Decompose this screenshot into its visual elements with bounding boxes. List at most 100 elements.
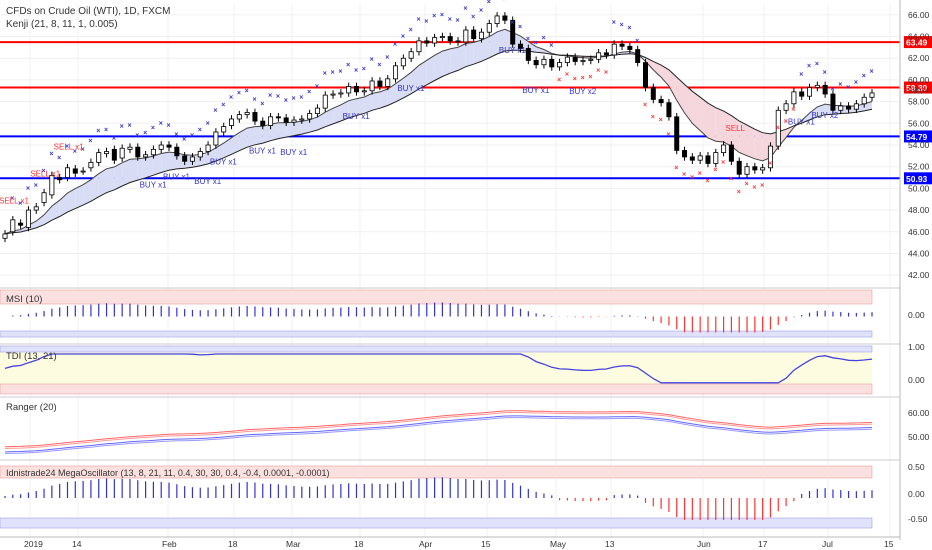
candle-body — [752, 166, 758, 171]
candle-body — [80, 170, 86, 173]
cloud-segment — [465, 42, 474, 67]
signal-marker: × — [182, 137, 186, 144]
msi-upper-zone — [0, 289, 873, 305]
signal-marker: × — [26, 186, 30, 193]
signal-marker: × — [81, 147, 85, 154]
buy-label: BUY x2 — [569, 87, 597, 96]
signal-marker: × — [362, 66, 366, 73]
candlesticks — [2, 12, 875, 243]
price-tick-label: 60.00 — [908, 75, 930, 85]
candle-body — [814, 84, 820, 88]
tdi-lower-zone — [0, 383, 873, 395]
candle-body — [846, 105, 852, 110]
signal-marker: × — [557, 77, 561, 84]
signal-marker: × — [682, 171, 686, 178]
candle-body — [119, 147, 125, 159]
signal-marker: × — [627, 25, 631, 32]
signal-marker: × — [815, 61, 819, 68]
cloud-segment — [67, 188, 76, 213]
cloud-segment — [36, 214, 45, 228]
cloud-segment — [387, 83, 396, 106]
candle-body — [361, 90, 367, 93]
cloud-segment — [309, 117, 318, 133]
candle-body — [463, 29, 469, 43]
candle-body — [229, 118, 235, 126]
signal-marker: × — [666, 131, 670, 138]
indicator-panels — [0, 287, 900, 529]
cloud-segment — [715, 107, 724, 143]
candle-body — [502, 15, 508, 21]
msi-lower-zone — [0, 330, 873, 338]
cloud-segment — [473, 40, 482, 65]
x-tick-label: Mar — [286, 539, 301, 549]
candle-body — [627, 45, 633, 50]
signal-marker: × — [276, 93, 280, 100]
signal-marker: × — [471, 14, 475, 21]
candle-body — [275, 116, 281, 119]
candle-body — [721, 144, 727, 153]
cloud-segment — [418, 60, 427, 89]
cloud-segment — [254, 126, 263, 145]
candle-body — [127, 146, 133, 150]
signal-marker: × — [268, 92, 272, 99]
signal-marker: × — [456, 17, 460, 24]
price-tick-label: 42.00 — [908, 270, 930, 280]
signal-marker: × — [432, 13, 436, 20]
candle-body — [478, 31, 484, 40]
signal-marker: × — [377, 62, 381, 69]
candle-body — [408, 51, 414, 59]
signal-marker: × — [57, 155, 61, 162]
signal-marker: × — [651, 114, 655, 121]
cloud-segment — [122, 159, 130, 186]
x-tick-label: 15 — [481, 539, 491, 549]
candle-body — [596, 52, 602, 60]
panel-title-ranger: Ranger (20) — [6, 402, 57, 413]
panel-tick-label: 60.00 — [908, 408, 930, 418]
signal-marker: × — [776, 125, 780, 132]
signal-marker: × — [510, 20, 514, 27]
panel-tick-label: 0.00 — [908, 375, 925, 385]
signal-marker: × — [448, 16, 452, 23]
signal-marker: × — [284, 98, 288, 105]
price-tick-label: 46.00 — [908, 227, 930, 237]
signal-marker: × — [635, 38, 639, 45]
cloud-segment — [286, 122, 294, 138]
buy-label: BUY x1 — [210, 158, 238, 167]
cloud-segment — [661, 65, 669, 86]
candle-body — [314, 107, 320, 114]
candle-body — [666, 102, 672, 118]
chart-title: CFDs on Crude Oil (WTI), 1D, FXCM — [6, 6, 170, 17]
cloud-segment — [44, 206, 52, 225]
cloud-segment — [379, 88, 388, 109]
signal-marker: × — [354, 67, 358, 74]
signal-marker: × — [338, 68, 342, 75]
signal-marker: × — [159, 120, 163, 127]
candle-body — [549, 58, 555, 68]
price-tick-label: 56.00 — [908, 118, 930, 128]
signal-marker: × — [479, 8, 483, 15]
cloud-segment — [317, 112, 326, 131]
sell-label: SELL — [725, 124, 745, 133]
x-tick-label: Jul — [822, 539, 833, 549]
candle-body — [572, 56, 578, 62]
price-tick-label: 62.00 — [908, 53, 930, 63]
candle-body — [299, 118, 305, 121]
signal-marker: × — [565, 72, 569, 79]
signal-marker: × — [518, 24, 522, 31]
signal-marker: × — [346, 62, 350, 69]
cloud-segment — [215, 143, 224, 161]
signal-marker: × — [737, 189, 741, 196]
x-tick-label: 2019 — [24, 539, 43, 549]
candle-body — [104, 151, 110, 155]
candle-body — [471, 29, 477, 40]
cloud-segment — [262, 124, 271, 144]
candle-body — [88, 161, 94, 169]
signal-marker: × — [323, 71, 327, 78]
signal-marker: × — [245, 88, 249, 95]
signal-marker: × — [581, 75, 585, 82]
candle-body — [283, 117, 289, 123]
cloud-segment — [294, 121, 302, 136]
buy-label: BUY x1 — [499, 46, 527, 55]
signal-marker: × — [18, 201, 22, 208]
